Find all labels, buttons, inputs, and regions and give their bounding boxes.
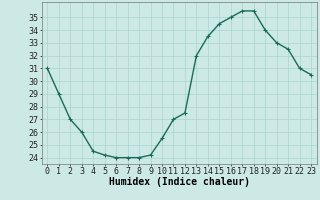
X-axis label: Humidex (Indice chaleur): Humidex (Indice chaleur) [109,177,250,187]
